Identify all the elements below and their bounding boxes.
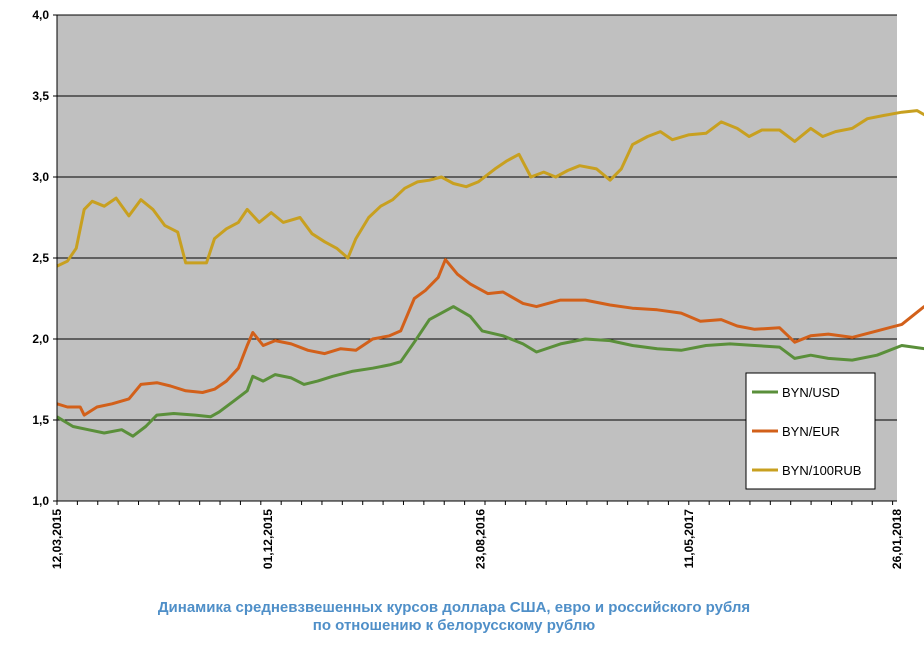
chart-title: Динамика средневзвешенных курсов доллара… — [158, 599, 750, 616]
series-line-byn-100rub — [56, 109, 924, 268]
y-tick-label: 3,5 — [32, 89, 49, 103]
legend: BYN/USD BYN/EUR BYN/100RUB — [745, 372, 876, 490]
y-tick-label: 3,0 — [32, 170, 49, 184]
x-tick-label: 23,08,2016 — [474, 509, 488, 569]
series-line-byn-usd — [56, 305, 924, 438]
y-tick-label: 1,0 — [32, 494, 49, 508]
x-tick-label: 01,12,2015 — [261, 509, 275, 569]
x-tick-label: 26,01,2018 — [890, 509, 904, 569]
legend-label: BYN/100RUB — [782, 463, 861, 478]
y-tick-label: 2,0 — [32, 332, 49, 346]
y-tick-label: 1,5 — [32, 413, 49, 427]
series-line-byn-eur — [56, 258, 924, 417]
gridlines — [57, 14, 897, 421]
y-tick-label: 4,0 — [32, 8, 49, 22]
chart-subtitle: по отношению к белорусскому рублю — [313, 617, 596, 634]
x-tick-labels: 12,03,2015 01,12,2015 23,08,2016 11,05,2017… — [50, 509, 904, 569]
series-lines — [56, 109, 924, 438]
x-tick-label: 11,05,2017 — [682, 509, 696, 569]
legend-label: BYN/USD — [782, 385, 840, 400]
legend-label: BYN/EUR — [782, 424, 840, 439]
y-tick-labels: 1,0 1,5 2,0 2,5 3,0 3,5 4,0 — [32, 8, 49, 508]
x-tick-label: 12,03,2015 — [50, 509, 64, 569]
axes — [53, 14, 897, 505]
y-tick-label: 2,5 — [32, 251, 49, 265]
